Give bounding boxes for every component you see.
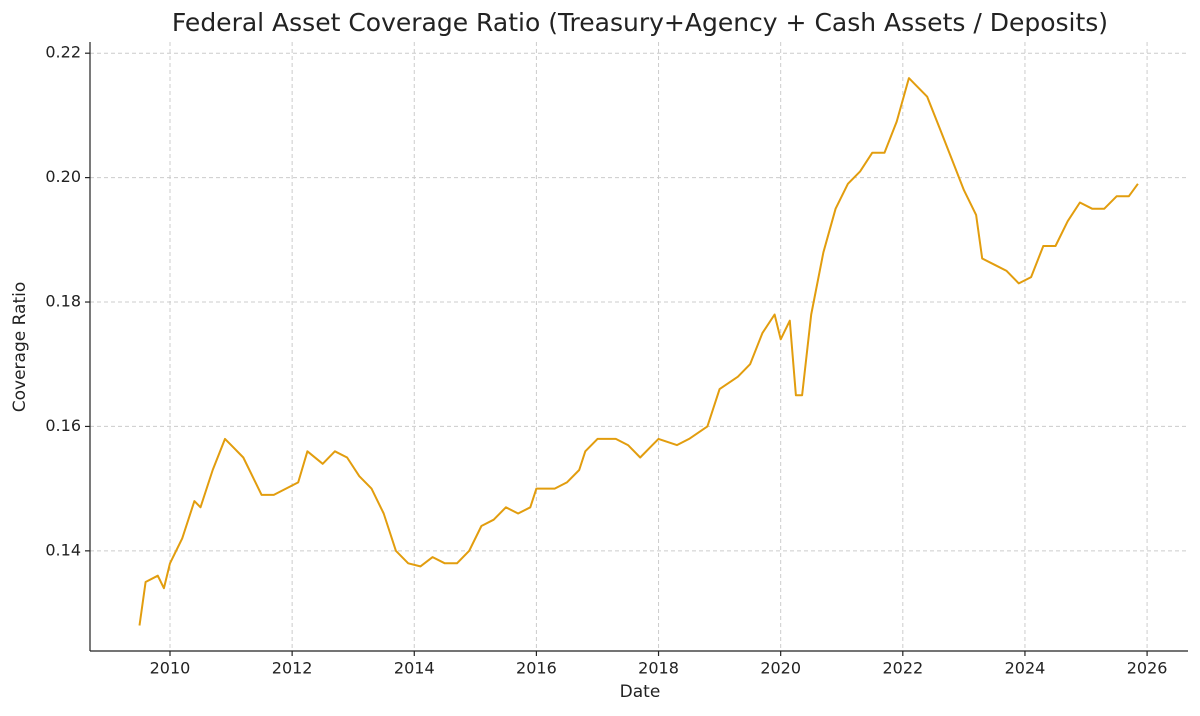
x-tick-label: 2026: [1127, 659, 1168, 678]
y-tick-label: 0.18: [45, 292, 81, 311]
x-tick-label: 2010: [150, 659, 191, 678]
x-tick-label: 2016: [516, 659, 557, 678]
y-tick-label: 0.14: [45, 540, 81, 559]
x-tick-label: 2020: [760, 659, 801, 678]
x-tick-label: 2014: [394, 659, 435, 678]
x-tick-label: 2012: [272, 659, 313, 678]
chart-title: Federal Asset Coverage Ratio (Treasury+A…: [172, 8, 1108, 37]
y-axis-title: Coverage Ratio: [10, 282, 30, 413]
line-series: [138, 77, 1139, 626]
y-tick-label: 0.16: [45, 416, 81, 435]
y-tick-label: 0.20: [45, 167, 81, 186]
x-tick-label: 2022: [882, 659, 923, 678]
x-tick-label: 2024: [1005, 659, 1046, 678]
x-tick-label: 2018: [638, 659, 679, 678]
y-tick-label: 0.22: [45, 43, 81, 62]
x-axis-title: Date: [620, 682, 661, 702]
